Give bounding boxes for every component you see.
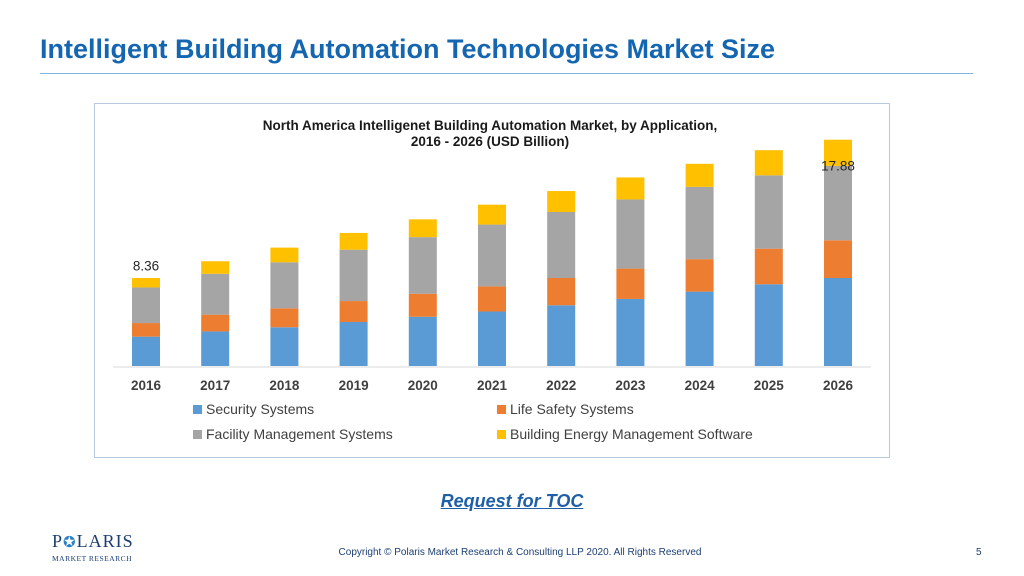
legend-swatch-3 [497, 430, 506, 439]
bar-2016-series-3 [132, 278, 160, 288]
bar-2022-series-0 [547, 305, 576, 366]
chart-title-line1: North America Intelligenet Building Auto… [263, 118, 718, 133]
bar-2022-series-1 [547, 278, 576, 306]
bar-2020-series-2 [408, 237, 437, 294]
title-divider [40, 73, 973, 74]
compass-star-icon: ✪ [63, 535, 77, 551]
chart-title-line2: 2016 - 2026 (USD Billion) [411, 134, 569, 149]
bar-2023-series-2 [616, 199, 645, 269]
bar-2017-series-3 [201, 261, 230, 274]
bar-2018-series-2 [270, 262, 299, 309]
chart-legend: Security Systems Life Safety Systems Facil… [193, 401, 753, 442]
bar-2018-series-1 [270, 308, 299, 328]
slide-title: Intelligent Building Automation Technolo… [40, 34, 776, 64]
chart-panel: North America Intelligenet Building Auto… [94, 103, 890, 458]
legend-label-0: Security Systems [206, 401, 314, 417]
bar-2016-series-2 [132, 287, 160, 324]
x-tick-2018: 2018 [269, 378, 300, 393]
bar-2023-series-0 [616, 298, 645, 366]
x-tick-2026: 2026 [823, 378, 854, 393]
bar-2025-series-0 [754, 284, 783, 366]
bar-2023-series-1 [616, 268, 645, 299]
bar-2019-series-1 [339, 301, 368, 322]
data-label-2026: 17.88 [821, 159, 855, 174]
bar-2017-series-2 [201, 273, 230, 315]
bar-2017-series-1 [201, 314, 230, 332]
bar-2021-series-0 [478, 311, 506, 366]
bar-2021-series-2 [478, 224, 506, 287]
page-number: 5 [976, 547, 982, 558]
legend-label-2: Facility Management Systems [206, 426, 393, 442]
x-tick-2025: 2025 [754, 378, 785, 393]
legend-label-3: Building Energy Management Software [510, 426, 753, 442]
copyright-text: Copyright © Polaris Market Research & Co… [338, 547, 702, 558]
bar-2024-series-2 [685, 186, 714, 260]
legend-swatch-1 [497, 405, 506, 414]
bar-2018-series-0 [270, 327, 299, 366]
x-tick-2023: 2023 [615, 378, 646, 393]
bar-2020-series-1 [408, 293, 437, 317]
bar-2019-series-2 [339, 249, 368, 302]
bar-2025-series-1 [754, 248, 783, 285]
bar-2022-series-2 [547, 212, 576, 278]
bar-2023-series-3 [616, 177, 645, 200]
legend-swatch-0 [193, 405, 202, 414]
bar-2024-series-0 [685, 291, 714, 366]
bar-2026-series-2 [824, 165, 852, 241]
bar-2020-series-0 [408, 316, 437, 366]
stacked-bar-chart: North America Intelligenet Building Auto… [113, 118, 871, 442]
legend-label-1: Life Safety Systems [510, 401, 634, 417]
bar-2018-series-3 [270, 247, 299, 263]
bar-2021-series-3 [478, 204, 506, 225]
bar-2019-series-0 [339, 322, 368, 366]
request-toc-link[interactable]: Request for TOC [440, 491, 584, 511]
x-tick-2021: 2021 [477, 378, 508, 393]
bar-2017-series-0 [201, 331, 230, 366]
bar-2026-series-3 [824, 139, 852, 166]
x-tick-2016: 2016 [131, 378, 162, 393]
x-tick-2017: 2017 [200, 378, 230, 393]
bar-2025-series-3 [754, 150, 783, 176]
x-tick-2019: 2019 [339, 378, 369, 393]
bar-2024-series-3 [685, 163, 714, 187]
bar-2026-series-0 [824, 278, 852, 366]
polaris-logo: P✪LARIS MARKET RESEARCH [52, 531, 134, 563]
bar-2022-series-3 [547, 191, 576, 212]
bar-2020-series-3 [408, 219, 437, 238]
bar-2026-series-1 [824, 240, 852, 278]
legend-swatch-2 [193, 430, 202, 439]
data-label-2016: 8.36 [133, 258, 159, 273]
bars-group: 8.36 17.88 [132, 139, 855, 366]
x-tick-2022: 2022 [546, 378, 576, 393]
bar-2016-series-0 [132, 336, 160, 366]
bar-2016-series-1 [132, 323, 160, 337]
bar-2024-series-1 [685, 259, 714, 292]
x-tick-2024: 2024 [685, 378, 716, 393]
bar-2019-series-3 [339, 232, 368, 250]
x-tick-2020: 2020 [408, 378, 438, 393]
bar-2021-series-1 [478, 286, 506, 312]
x-tick-labels: 2016 2017 2018 2019 2020 2021 2022 2023 2024 2025… [131, 378, 854, 393]
bar-2025-series-2 [754, 175, 783, 249]
